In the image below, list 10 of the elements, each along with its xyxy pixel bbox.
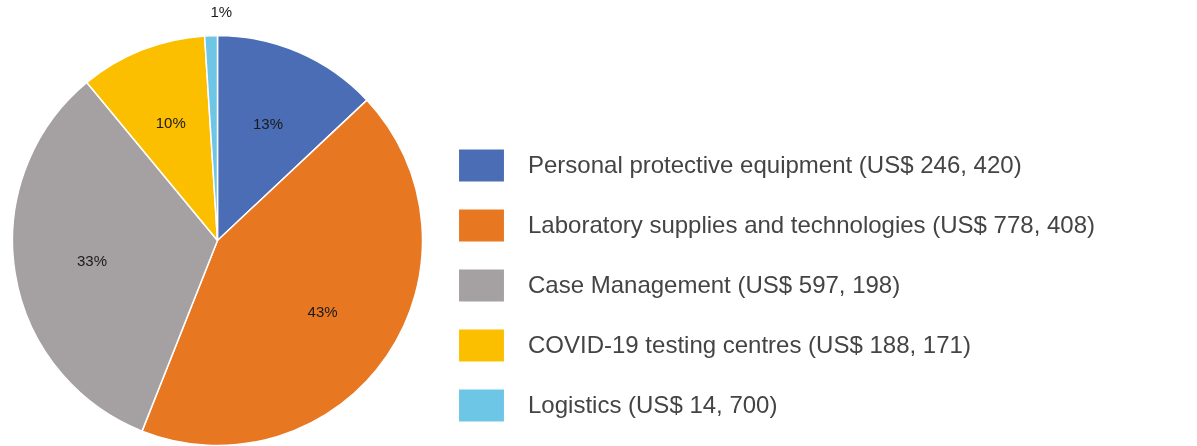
legend-label: COVID-19 testing centres (US$ 188, 171)	[528, 330, 971, 360]
data-label: 43%	[307, 303, 338, 321]
data-label: 13%	[252, 115, 283, 133]
legend-label: Laboratory supplies and technologies (US$ 778, 408)	[528, 210, 1096, 240]
legend-label: Logistics (US$ 14, 700)	[528, 390, 778, 420]
legend-label: Personal protective equipment (US$ 246, 420)	[528, 150, 1022, 180]
data-label: 1%	[210, 2, 233, 20]
data-label: 33%	[76, 251, 107, 269]
legend-label: Case Management (US$ 597, 198)	[528, 270, 901, 300]
data-label: 10%	[155, 113, 186, 131]
